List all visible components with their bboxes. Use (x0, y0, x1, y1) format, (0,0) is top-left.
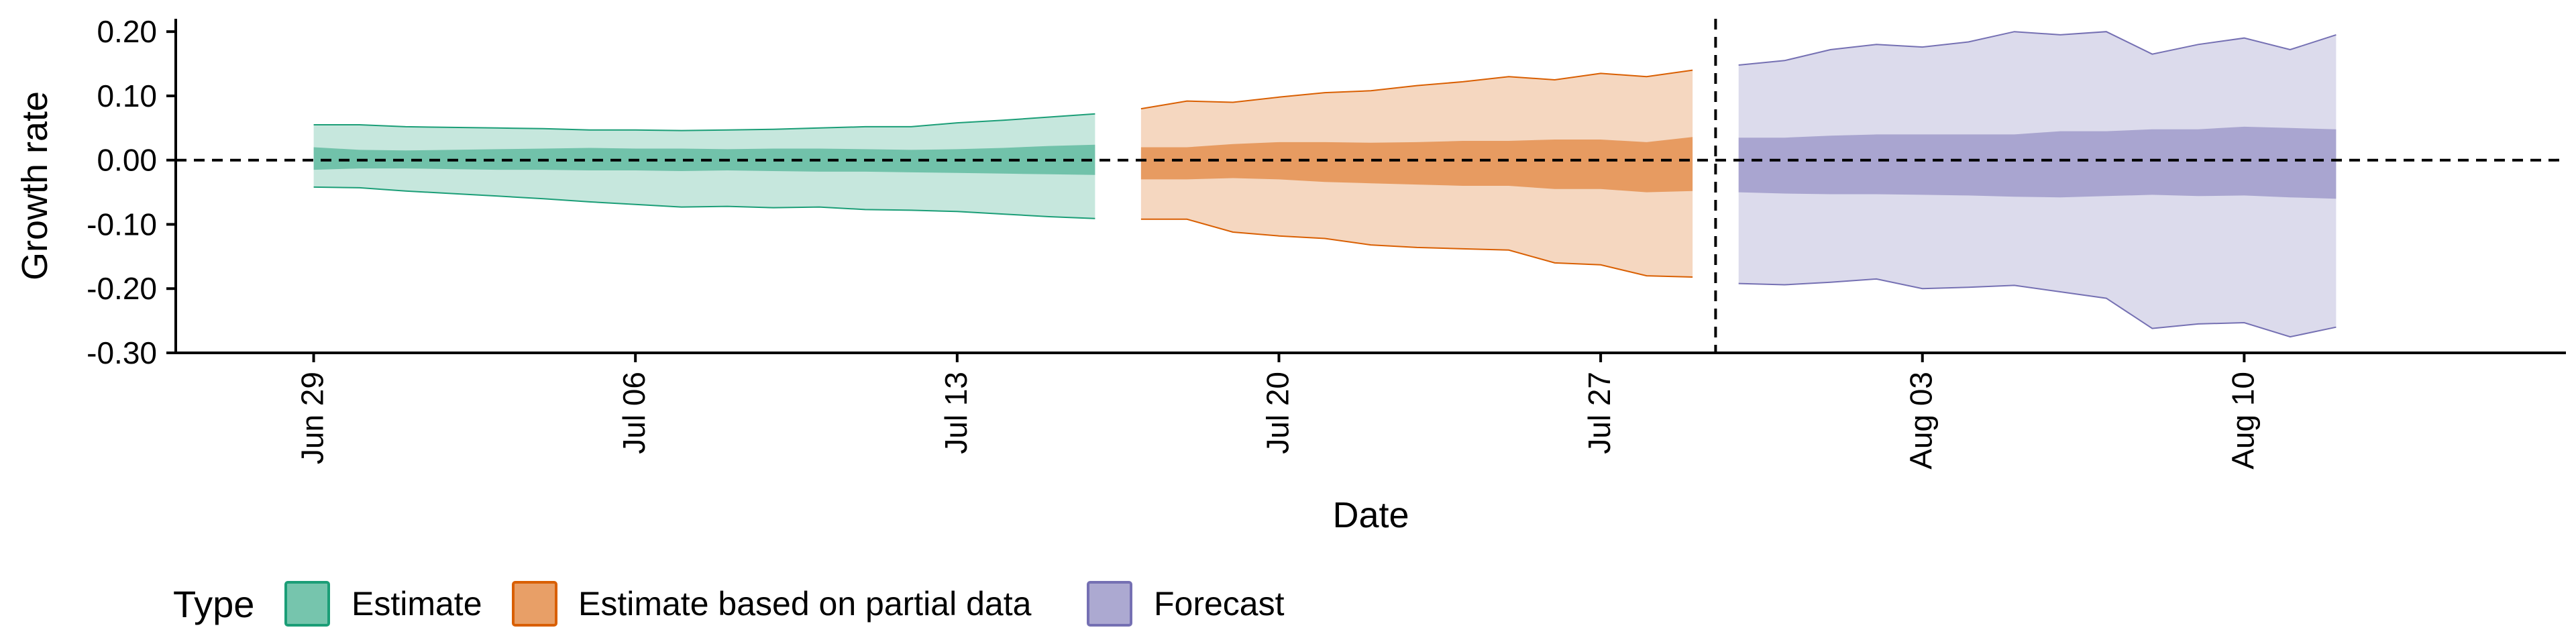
estimate-upper-line (313, 113, 1095, 131)
reference-lines (176, 19, 2566, 353)
legend-swatch-estimate (284, 581, 330, 627)
y-axis-title: Growth rate (15, 91, 55, 280)
legend: Type Estimate Estimate based on partial da… (173, 581, 1285, 627)
x-tick-label: Jul 06 (616, 372, 651, 454)
forecast-inner-band (1738, 126, 2337, 199)
estimate-based-on-partial-data-upper-line (1140, 69, 1693, 110)
axes-layer: -0.30 -0.20 -0.10 0.00 0.10 0.20 Jun 29 Jul 06 J… (15, 14, 2566, 535)
legend-label-estimate-based-on-partial-data: Estimate based on partial data (578, 585, 1032, 623)
forecast-lower-line (1738, 278, 2337, 338)
estimate-based-on-partial-data-inner-band (1140, 137, 1693, 193)
y-tick-label: 0.20 (97, 14, 157, 49)
bands-layer (313, 31, 2337, 338)
estimate-based-on-partial-data-lower-line (1140, 218, 1693, 278)
x-tick-label: Aug 03 (1904, 372, 1939, 470)
legend-label-estimate: Estimate (352, 585, 482, 623)
legend-swatch-forecast (1087, 581, 1132, 627)
y-tick-label: -0.20 (87, 271, 157, 306)
estimate-lower-line (313, 186, 1095, 219)
x-tick-label: Aug 10 (2225, 372, 2260, 470)
x-tick-label: Jul 13 (938, 372, 973, 454)
y-tick-label: -0.30 (87, 335, 157, 370)
y-tick-label: -0.10 (87, 207, 157, 241)
x-axis-title: Date (1332, 495, 1409, 535)
y-tick-label: 0.10 (97, 78, 157, 113)
forecast-upper-line (1738, 31, 2337, 66)
legend-label-forecast: Forecast (1154, 585, 1285, 623)
legend-swatch-estimate-based-on-partial-data (512, 581, 557, 627)
x-tick-label: Jul 27 (1582, 372, 1617, 454)
x-tick-label: Jun 29 (295, 372, 330, 464)
y-tick-label: 0.00 (97, 143, 157, 178)
legend-title: Type (173, 583, 254, 625)
x-tick-label: Jul 20 (1260, 372, 1295, 454)
